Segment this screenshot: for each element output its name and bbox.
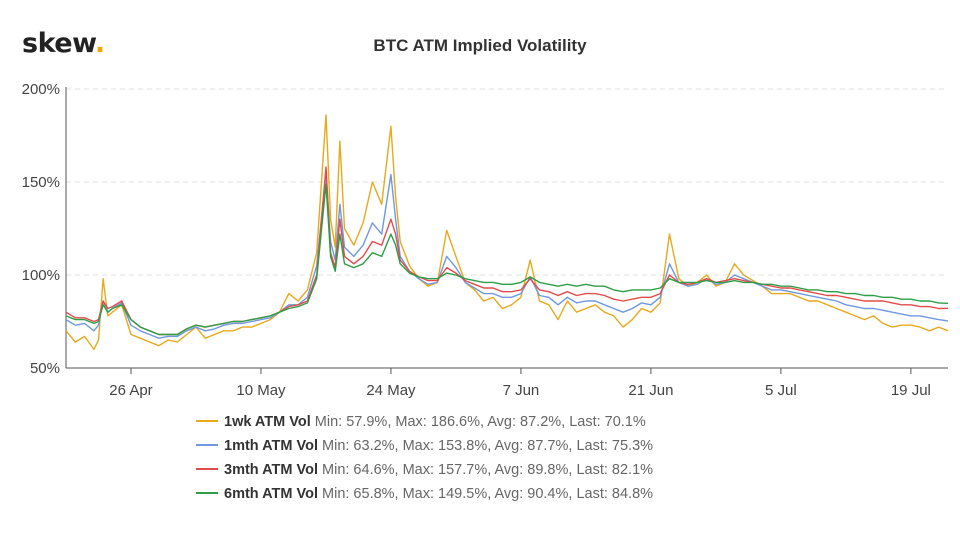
series-line-3mth [65,166,949,336]
legend-series-stats: Min: 64.6%, Max: 157.7%, Avg: 89.8%, Las… [322,462,654,478]
series-line-6mth [65,183,949,336]
y-tick-label: 50% [30,360,60,377]
legend-series-stats: Min: 63.2%, Max: 153.8%, Avg: 87.7%, Las… [322,438,654,454]
legend-swatch [196,420,218,423]
legend-item-1wk[interactable]: 1wk ATM Vol Min: 57.9%, Max: 186.6%, Avg… [196,410,653,434]
x-tick-label: 19 Jul [891,382,931,399]
y-tick-label: 100% [22,267,60,284]
legend-item-3mth[interactable]: 3mth ATM Vol Min: 64.6%, Max: 157.7%, Av… [196,458,653,482]
chart-title: BTC ATM Implied Volatility [373,36,587,55]
x-tick-label: 5 Jul [765,382,797,399]
legend-item-6mth[interactable]: 6mth ATM Vol Min: 65.8%, Max: 149.5%, Av… [196,482,653,506]
legend-item-1mth[interactable]: 1mth ATM Vol Min: 63.2%, Max: 153.8%, Av… [196,434,653,458]
axes [65,87,948,369]
grid-lines [66,88,948,276]
x-tick-label: 10 May [236,382,286,399]
legend-series-name: 6mth ATM Vol [224,486,318,502]
legend-series-stats: Min: 65.8%, Max: 149.5%, Avg: 90.4%, Las… [322,486,654,502]
legend-swatch [196,492,218,495]
series-line-1wk [65,114,949,351]
legend-series-name: 1wk ATM Vol [224,414,311,430]
legend-series-stats: Min: 57.9%, Max: 186.6%, Avg: 87.2%, Las… [314,414,646,430]
legend-swatch [196,468,218,471]
legend-swatch [196,444,218,447]
y-tick-label: 150% [22,174,60,191]
legend: 1wk ATM Vol Min: 57.9%, Max: 186.6%, Avg… [196,410,653,506]
y-axis-ticks: 50% 100% 150% 200% [22,81,60,377]
skew-logo: skew. [22,28,105,59]
series-line-1mth [65,171,949,339]
x-tick-label: 24 May [366,382,416,399]
legend-series-name: 3mth ATM Vol [224,462,318,478]
y-tick-label: 200% [22,81,60,98]
x-axis-ticks: 26 Apr 10 May 24 May 7 Jun 21 Jun 5 Jul 19 Jul [109,368,931,399]
x-tick-label: 7 Jun [503,382,540,399]
x-tick-label: 26 Apr [109,382,152,399]
x-tick-label: 21 Jun [628,382,673,399]
series-lines [65,114,949,351]
legend-series-name: 1mth ATM Vol [224,438,318,454]
